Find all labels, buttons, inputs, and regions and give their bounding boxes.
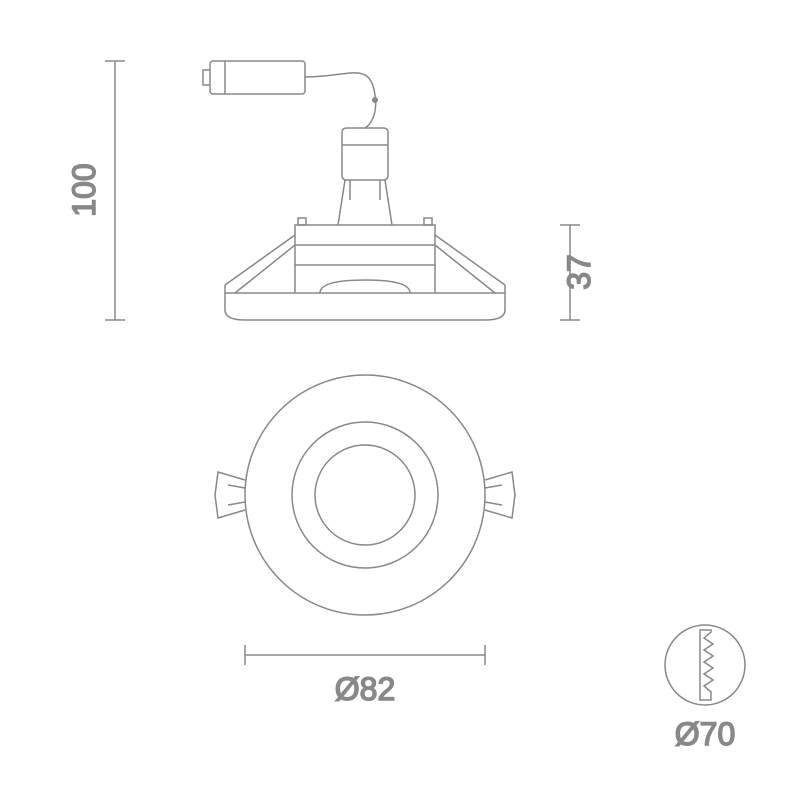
side-view [203, 61, 505, 320]
technical-diagram: 100 37 Ø82 [0, 0, 800, 800]
dim-diameter-label: Ø82 [335, 671, 395, 707]
dim-cutout-label: Ø70 [675, 716, 735, 752]
dim-height-total [105, 61, 125, 320]
dim-diameter [245, 645, 485, 665]
dim-height-label: 100 [66, 163, 102, 216]
cutout-icon [665, 625, 745, 705]
dim-fixture-label: 37 [561, 254, 597, 290]
top-view [215, 375, 515, 615]
